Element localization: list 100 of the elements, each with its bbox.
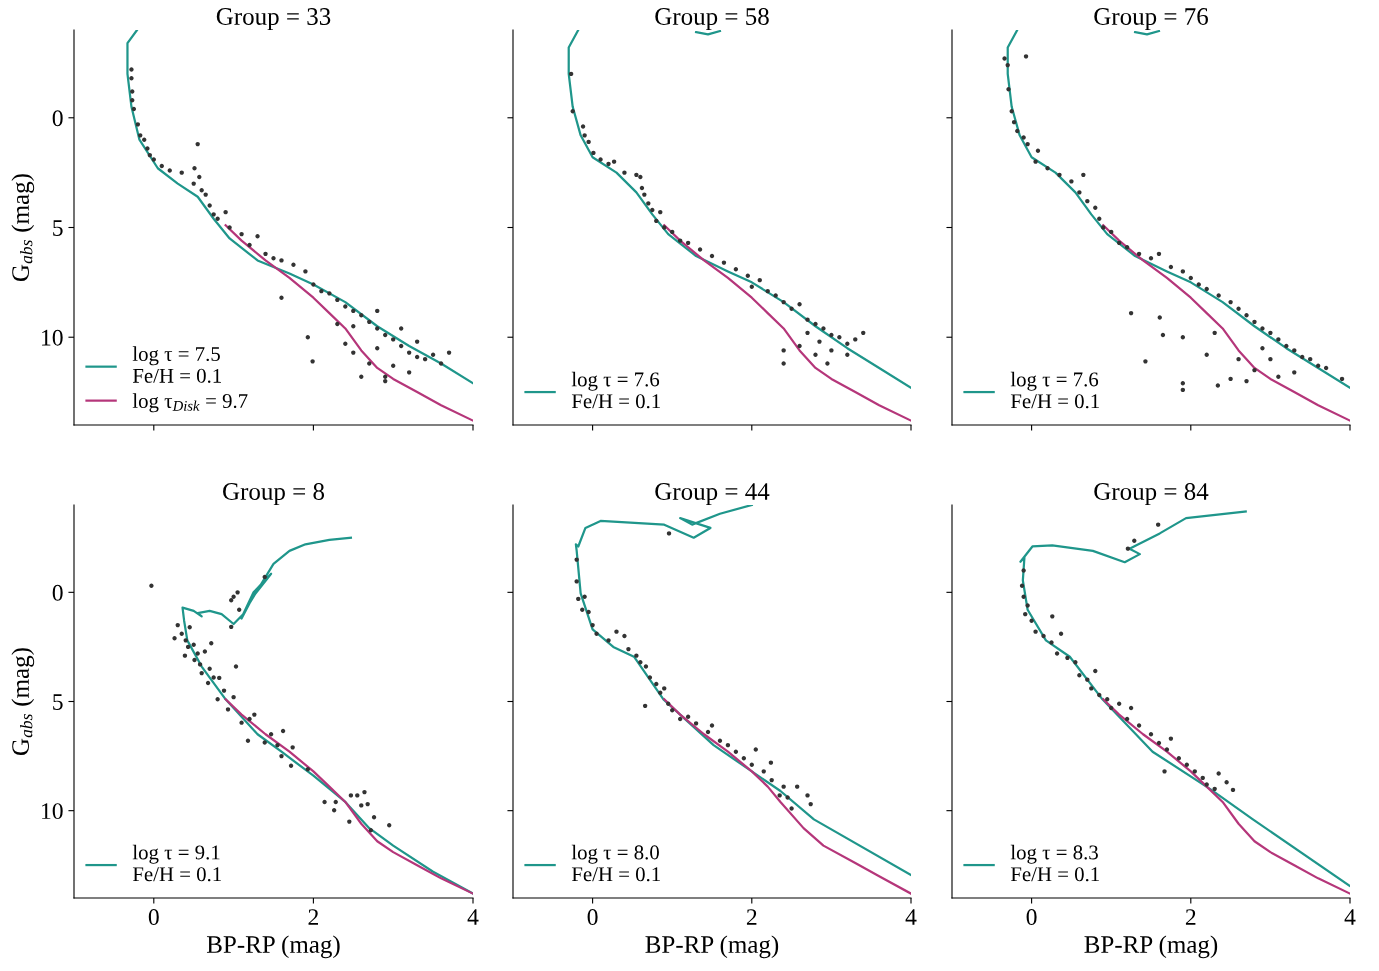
- point: [781, 361, 786, 366]
- y-tick-label: 0: [52, 110, 63, 127]
- point: [805, 330, 810, 336]
- x-tick-label: 4: [905, 909, 917, 925]
- point: [733, 267, 739, 272]
- y-tick-label: 10: [42, 803, 63, 820]
- point: [697, 247, 703, 252]
- point: [1162, 769, 1167, 774]
- point: [576, 596, 581, 602]
- point: [268, 732, 274, 737]
- point: [192, 657, 197, 663]
- x-axis-title: BP-RP (mag): [206, 935, 340, 959]
- point: [586, 609, 591, 615]
- point: [1212, 786, 1217, 792]
- legend-label: log τ = 9.1 Fe/H = 0.1: [132, 844, 221, 882]
- point: [709, 253, 715, 259]
- point: [642, 192, 647, 197]
- point: [1105, 697, 1110, 702]
- legend-label: log τ = 8.0 Fe/H = 0.1: [571, 844, 660, 882]
- point: [365, 801, 370, 807]
- line-series: [126, 30, 473, 385]
- point: [290, 745, 295, 750]
- point: [670, 229, 675, 235]
- y-tick-label: 5: [53, 220, 63, 236]
- point: [658, 690, 663, 695]
- point: [582, 594, 587, 599]
- point: [205, 680, 211, 686]
- point: [781, 784, 786, 789]
- point: [662, 225, 667, 230]
- x-tick-label: 2: [746, 909, 757, 925]
- point: [725, 742, 731, 748]
- point: [1125, 546, 1131, 551]
- point: [654, 681, 659, 687]
- point: [262, 574, 267, 580]
- point: [582, 133, 587, 138]
- point: [247, 716, 252, 722]
- point: [1023, 611, 1028, 617]
- point: [1204, 782, 1209, 787]
- point: [765, 288, 770, 294]
- point: [580, 607, 585, 612]
- point: [825, 361, 830, 366]
- line-series: [224, 698, 473, 895]
- point: [1192, 769, 1197, 774]
- chart-title: Group = 58: [655, 8, 769, 30]
- point: [368, 828, 374, 833]
- point: [638, 174, 643, 180]
- point: [1184, 762, 1190, 768]
- chart-title: Group = 44: [655, 483, 770, 505]
- point: [1168, 736, 1174, 741]
- point: [634, 653, 639, 658]
- point: [371, 815, 377, 820]
- point: [789, 306, 794, 311]
- point: [797, 343, 802, 349]
- point: [347, 819, 352, 824]
- point: [845, 352, 850, 357]
- point: [362, 789, 367, 795]
- point: [1116, 701, 1122, 706]
- point: [638, 660, 643, 665]
- chart-title: Group = 8: [223, 483, 325, 505]
- point: [252, 712, 257, 717]
- point: [348, 793, 354, 798]
- point: [1065, 655, 1070, 661]
- point: [861, 330, 866, 336]
- point: [179, 631, 184, 637]
- point: [202, 649, 208, 654]
- point: [149, 583, 154, 588]
- point: [1155, 522, 1161, 527]
- y-tick-label: 0: [52, 584, 63, 601]
- point: [233, 664, 239, 669]
- point: [768, 760, 774, 765]
- y-tick-label: 10: [42, 329, 63, 346]
- point: [236, 607, 242, 612]
- point: [280, 728, 286, 734]
- point: [1019, 583, 1025, 588]
- x-tick-label: 4: [467, 909, 479, 925]
- point: [1132, 538, 1137, 543]
- point: [197, 662, 203, 667]
- point: [1224, 780, 1229, 785]
- point: [805, 317, 810, 322]
- point: [1097, 692, 1102, 698]
- point: [794, 784, 800, 789]
- point: [574, 557, 579, 562]
- point: [685, 714, 691, 719]
- point: [262, 740, 267, 745]
- point: [1128, 705, 1134, 711]
- point: [185, 644, 191, 650]
- y-tick-label: 5: [53, 694, 63, 710]
- point: [175, 622, 180, 628]
- point: [199, 670, 204, 676]
- point: [606, 161, 611, 167]
- point: [331, 808, 337, 813]
- point: [622, 170, 627, 175]
- x-axis-title: BP-RP (mag): [645, 935, 779, 959]
- point: [781, 299, 786, 305]
- x-tick-label: 2: [308, 909, 318, 925]
- point: [580, 124, 586, 129]
- y-axis-title: G$_{abs}$ (mag): [11, 174, 35, 282]
- point: [647, 675, 653, 680]
- x-axis-title: BP-RP (mag): [1084, 935, 1218, 959]
- point: [1058, 631, 1064, 637]
